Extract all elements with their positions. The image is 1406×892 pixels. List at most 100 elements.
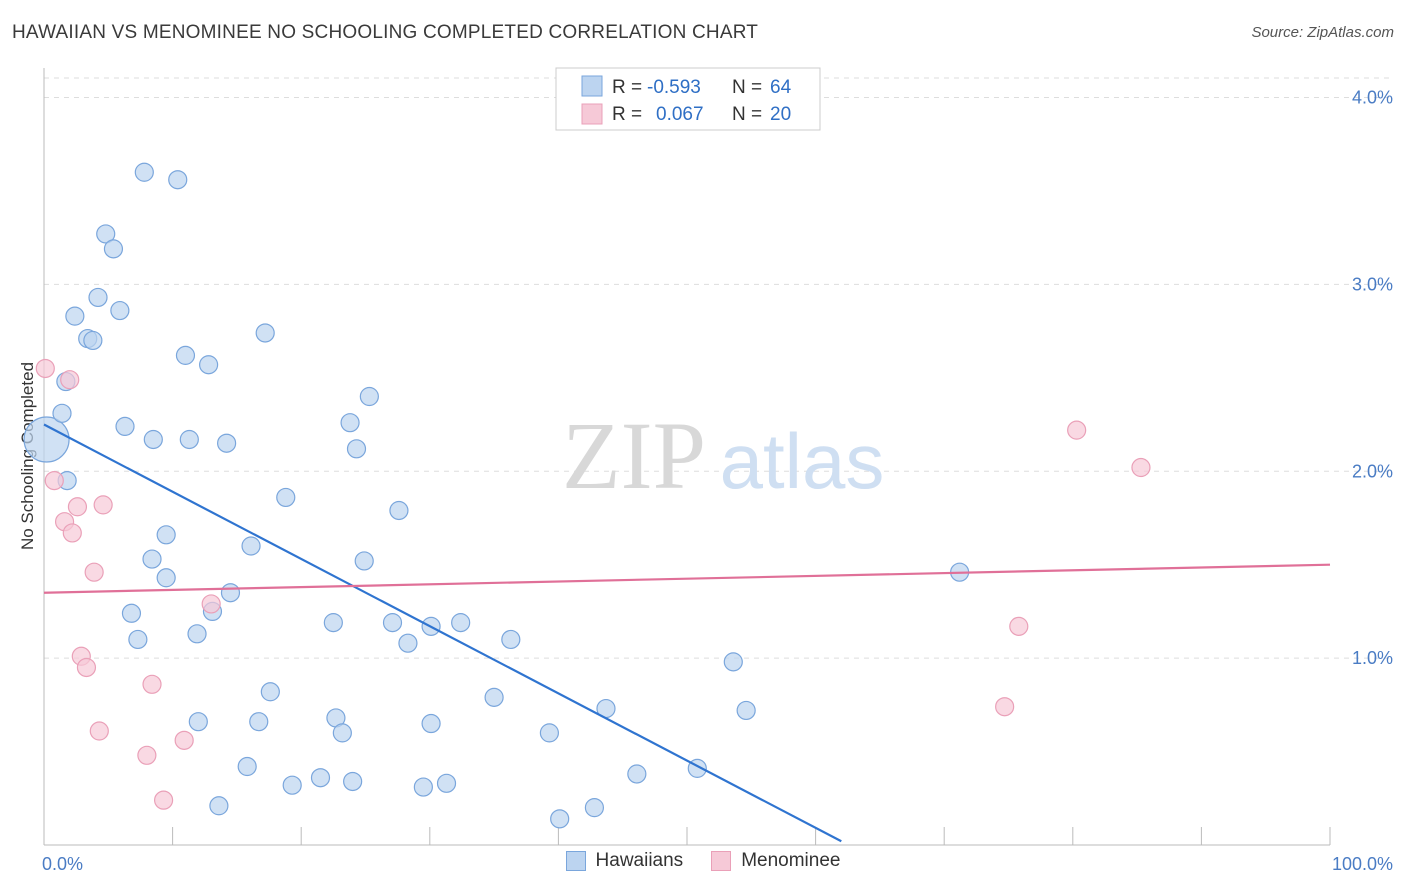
legend-label-hawaiians: Hawaiians (595, 850, 684, 871)
legend-label-menominee: Menominee (741, 850, 841, 871)
hawaiians-point (83, 330, 103, 351)
hawaiians-point (398, 633, 418, 653)
menominee-point (62, 523, 82, 543)
menominee-point (67, 497, 88, 517)
hawaiians-point (241, 536, 261, 556)
hawaiians-point (539, 723, 559, 743)
hawaiians-point (88, 287, 108, 308)
hawaiians-point (389, 500, 409, 521)
hawaiians-point (156, 525, 176, 545)
hawaiians-point (627, 764, 647, 784)
menominee-point (1009, 616, 1029, 636)
hawaiians-point (199, 355, 219, 375)
hawaiians-point (323, 613, 343, 633)
hawaiians-point (110, 300, 130, 321)
hawaiians-point (128, 629, 148, 650)
hawaiians-point (115, 416, 135, 436)
legend-n-label: N = (732, 77, 762, 98)
legend-r-label: R = (612, 77, 642, 98)
hawaiians-point (96, 224, 116, 244)
hawaiians-point (260, 682, 280, 702)
menominee-point (35, 358, 55, 379)
hawaiians-point (23, 416, 70, 463)
hawaiians-point (142, 549, 162, 569)
y-tick-label: 3.0% (1352, 274, 1393, 294)
hawaiians-point (359, 386, 379, 407)
menominee-point (44, 470, 64, 491)
hawaiians-point (382, 613, 403, 633)
source-credit: Source: ZipAtlas.com (1251, 24, 1394, 41)
menominee-trend-line (43, 563, 1331, 594)
legend-r-value: -0.593 (647, 77, 701, 98)
menominee-point (76, 657, 97, 678)
watermark: ZIP atlas (562, 402, 884, 509)
hawaiians-point (220, 583, 241, 603)
hawaiians-point (255, 323, 275, 343)
hawaiians-point (501, 629, 521, 650)
y-tick-label: 4.0% (1352, 88, 1393, 108)
hawaiians-point (584, 798, 605, 818)
menominee-point (174, 730, 194, 750)
menominee-point (137, 745, 157, 765)
hawaiians-point (209, 796, 229, 816)
hawaiians-point (340, 413, 360, 433)
hawaiians-point (156, 568, 176, 588)
menominee-point (153, 790, 174, 810)
hawaiians-point (175, 345, 196, 365)
hawaiians-point (723, 652, 743, 672)
menominee-point (93, 495, 113, 515)
hawaiians-point (343, 771, 363, 792)
hawaiians-point (332, 723, 352, 743)
legend-n-value: 20 (770, 104, 791, 125)
hawaiians-point (143, 429, 163, 450)
hawaiians-point (550, 809, 570, 829)
menominee-point (84, 562, 104, 582)
gridlines (44, 77, 1390, 659)
hawaiians-point (484, 687, 504, 707)
menominee-point (1131, 457, 1151, 478)
legend-swatch-hawaiians (581, 75, 603, 97)
hawaiians-point (249, 712, 269, 732)
hawaiians-trend-line (43, 423, 842, 843)
hawaiians-point (217, 433, 237, 453)
menominee-point (60, 370, 80, 390)
x-tick-label: 100.0% (1332, 854, 1393, 874)
x-tick-label: 0.0% (42, 854, 83, 874)
trend-lines (43, 423, 1331, 843)
menominee-point (142, 674, 162, 694)
legend-item-menominee[interactable]: Menominee (711, 850, 840, 872)
hawaiians-point (134, 162, 154, 182)
y-tick-label: 1.0% (1352, 648, 1393, 668)
hawaiians-point (310, 768, 331, 788)
menominee-point (1067, 420, 1087, 440)
hawaiians-point (421, 713, 441, 734)
hawaiians-point (103, 239, 124, 259)
menominee-point (995, 697, 1015, 717)
hawaiians-point (413, 777, 433, 797)
watermark-atlas: atlas (720, 417, 885, 505)
legend-swatch-hawaiians (565, 851, 586, 871)
menominee-point (89, 721, 109, 741)
chart-title: HAWAIIAN VS MENOMINEE NO SCHOOLING COMPL… (12, 22, 759, 43)
hawaiians-point (354, 551, 374, 571)
y-tick-label: 2.0% (1352, 461, 1393, 481)
hawaiians-point (276, 487, 296, 508)
hawaiians-point (237, 756, 257, 777)
legend-swatch-menominee (711, 851, 732, 871)
hawaiians-point (188, 712, 208, 732)
legend-r-label: R = (612, 104, 642, 125)
hawaiians-point (346, 439, 367, 459)
legend-swatch-menominee (581, 103, 603, 125)
hawaiians-point (436, 773, 457, 793)
hawaiians-point (179, 429, 199, 450)
hawaiians-point (282, 775, 302, 795)
hawaiians-point (52, 403, 72, 423)
tick-labels: 1.0% 2.0% 3.0% 4.0% 0.0% 100.0% (42, 88, 1393, 875)
correlation-legend: R = -0.593 N = 64 R = 0.067 N = 20 (555, 67, 821, 131)
hawaiians-point (168, 170, 188, 190)
menominee-point (201, 594, 221, 614)
legend-item-hawaiians[interactable]: Hawaiians (565, 850, 684, 872)
legend-r-value: 0.067 (656, 104, 704, 125)
watermark-zip: ZIP (562, 402, 706, 509)
